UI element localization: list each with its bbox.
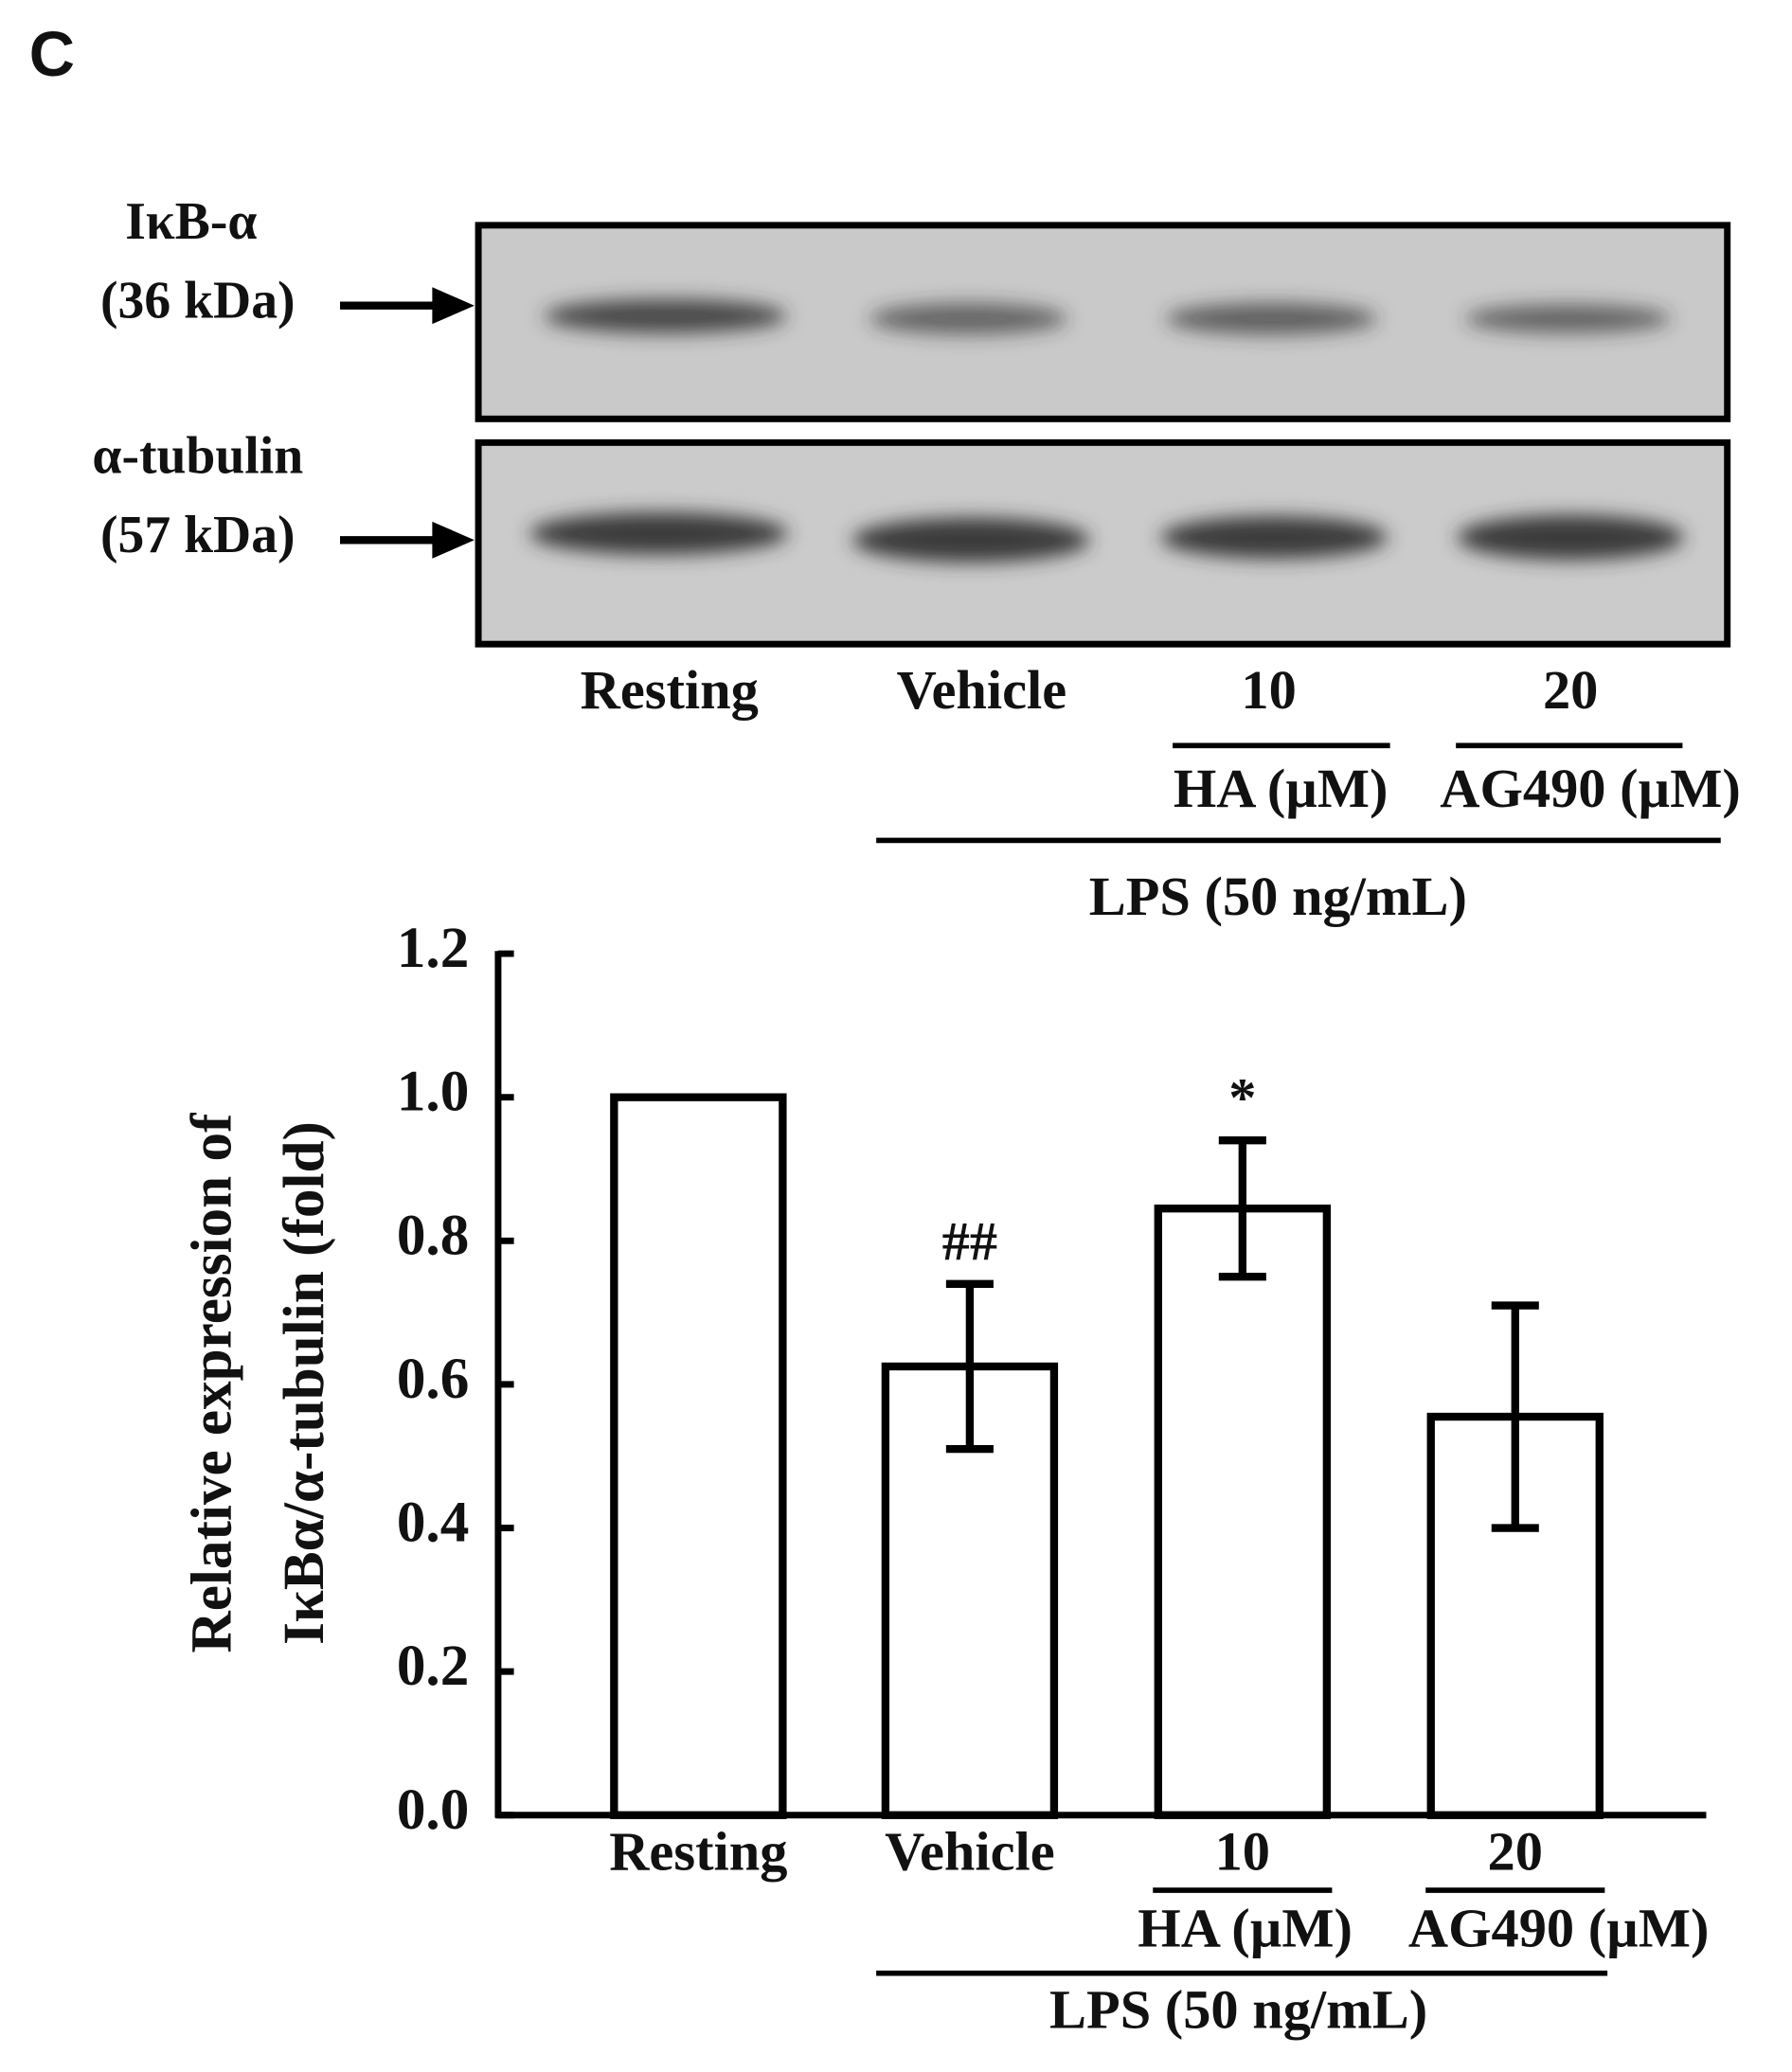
lane-label: 10 — [1241, 659, 1296, 721]
bands — [529, 298, 1684, 563]
lane-label: Vehicle — [897, 659, 1067, 721]
y-tick-label: 0.4 — [397, 1491, 469, 1555]
bar — [1154, 1205, 1332, 1819]
x-tick-label: Resting — [609, 1821, 787, 1883]
x-tick-label: Vehicle — [885, 1821, 1055, 1883]
y-tick-label: 1.2 — [397, 916, 469, 980]
blot-row-label: α-tubulin — [92, 427, 303, 486]
condition-label: LPS (50 ng/mL) — [1089, 866, 1467, 927]
y-tick-label: 0.8 — [397, 1203, 469, 1267]
y-tick-label: 0.6 — [397, 1347, 469, 1411]
group-label: HA (µM) — [1138, 1897, 1353, 1958]
y-tick-label: 0.0 — [397, 1777, 469, 1842]
bar — [610, 1093, 787, 1819]
panel-label: C — [29, 20, 75, 90]
y-axis-label: Relative expression of — [180, 1113, 244, 1652]
arrow-head — [432, 287, 475, 325]
group-label: AG490 (µM) — [1440, 758, 1741, 819]
arrow-head — [432, 521, 475, 559]
x-tick-label: 20 — [1488, 1821, 1543, 1883]
x-tick-label: 10 — [1215, 1821, 1270, 1883]
group-lines — [876, 742, 1721, 844]
lane-label: 20 — [1543, 659, 1598, 721]
y-tick-label: 0.2 — [397, 1634, 469, 1698]
significance-label: * — [1228, 1067, 1256, 1129]
significance-label: ## — [942, 1210, 997, 1272]
y-tick-label: 1.0 — [397, 1060, 469, 1124]
lane-label: Resting — [581, 659, 759, 721]
y-axis-label: IκBα/α-tubulin (fold) — [272, 1121, 336, 1645]
blot-row-label: IκB-α — [125, 192, 257, 251]
blot-row-size: (57 kDa) — [100, 506, 296, 564]
blot-row-size: (36 kDa) — [100, 271, 296, 330]
condition-label: LPS (50 ng/mL) — [1049, 1979, 1427, 2041]
arrows — [340, 301, 436, 545]
blot: IκB-α (36 kDa) α-tubulin (57 kDa) Restin… — [92, 192, 1740, 927]
chart: Relative expression of IκBα/α-tubulin (f… — [180, 916, 1710, 2040]
group-label: HA (µM) — [1174, 758, 1389, 819]
group-label: AG490 (µM) — [1408, 1897, 1710, 1958]
